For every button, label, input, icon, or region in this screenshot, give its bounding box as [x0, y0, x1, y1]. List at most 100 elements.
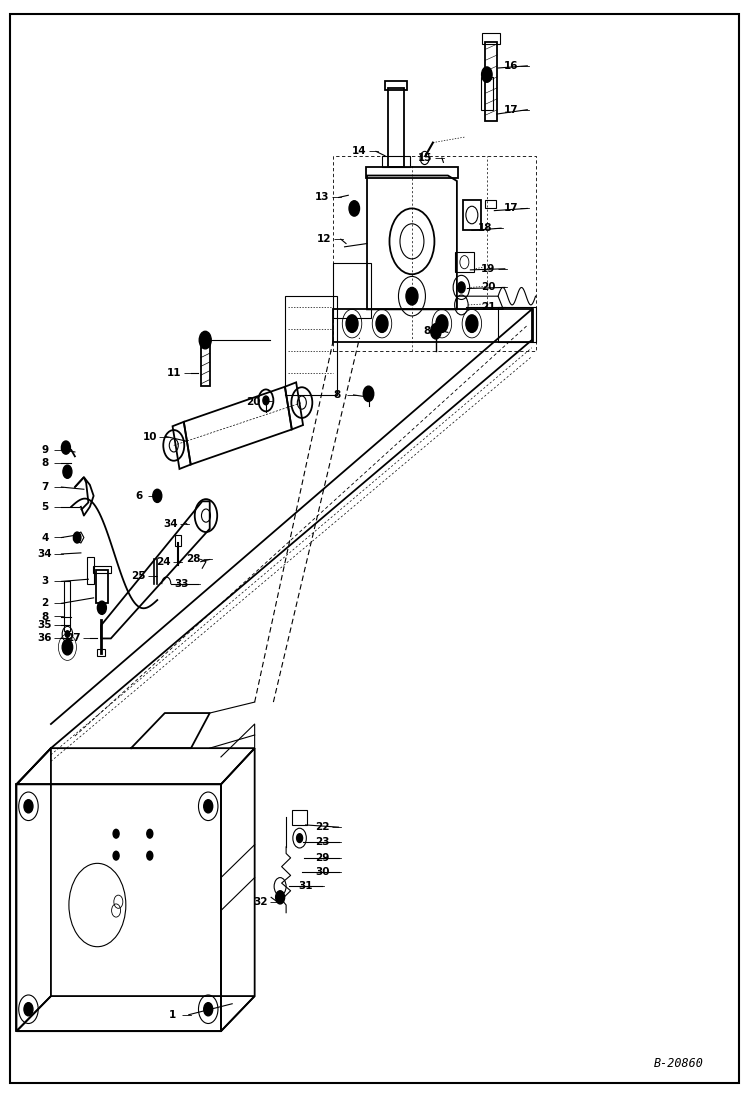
Text: —: —: [434, 152, 445, 163]
Text: —: —: [148, 570, 158, 581]
Text: —: —: [333, 234, 344, 245]
Text: —: —: [190, 578, 201, 589]
Circle shape: [431, 324, 441, 339]
Text: —: —: [159, 431, 169, 442]
Bar: [385, 81, 407, 90]
Bar: [201, 344, 210, 386]
Text: —: —: [148, 490, 158, 501]
Text: —: —: [202, 554, 213, 565]
Text: —: —: [54, 611, 64, 622]
Text: —: —: [181, 1009, 192, 1020]
Text: 29: 29: [315, 852, 330, 863]
Circle shape: [466, 315, 478, 332]
Bar: [93, 566, 111, 573]
Text: 34: 34: [163, 519, 178, 530]
Bar: [482, 33, 500, 44]
Text: —: —: [82, 633, 93, 644]
Circle shape: [406, 287, 418, 305]
Text: —: —: [270, 896, 280, 907]
Bar: [463, 200, 481, 230]
Text: 13: 13: [315, 192, 330, 203]
Text: —: —: [331, 852, 342, 863]
Text: B-20860: B-20860: [654, 1056, 704, 1070]
Circle shape: [458, 282, 465, 293]
Circle shape: [376, 315, 388, 332]
Text: 36: 36: [37, 633, 52, 644]
Text: —: —: [180, 519, 190, 530]
Circle shape: [97, 601, 106, 614]
Text: 18: 18: [477, 223, 492, 234]
Circle shape: [113, 851, 119, 860]
Text: —: —: [346, 389, 357, 400]
Text: —: —: [54, 598, 64, 609]
Text: 21: 21: [481, 302, 496, 313]
Text: —: —: [520, 104, 530, 115]
Text: 1: 1: [169, 1009, 176, 1020]
Text: —: —: [331, 822, 342, 833]
Circle shape: [113, 829, 119, 838]
Text: 25: 25: [131, 570, 146, 581]
Text: 22: 22: [315, 822, 330, 833]
Circle shape: [147, 851, 153, 860]
Text: —: —: [54, 620, 64, 631]
Text: —: —: [54, 532, 64, 543]
Text: 4: 4: [41, 532, 49, 543]
Circle shape: [199, 331, 211, 349]
Circle shape: [63, 465, 72, 478]
Text: 12: 12: [317, 234, 332, 245]
Text: 19: 19: [481, 263, 496, 274]
Text: 20: 20: [246, 396, 261, 407]
Text: —: —: [497, 263, 508, 274]
Text: —: —: [172, 556, 183, 567]
Text: —: —: [262, 396, 273, 407]
Bar: [455, 252, 474, 272]
Text: 23: 23: [315, 837, 330, 848]
Bar: [481, 77, 493, 110]
Circle shape: [363, 386, 374, 402]
Text: 3: 3: [41, 576, 49, 587]
Text: —: —: [331, 837, 342, 848]
Bar: [96, 570, 108, 603]
Text: —: —: [315, 881, 325, 892]
Text: 14: 14: [352, 146, 367, 157]
Circle shape: [276, 891, 285, 904]
Text: 16: 16: [503, 60, 518, 71]
Text: 8: 8: [41, 457, 49, 468]
Text: —: —: [54, 457, 64, 468]
Circle shape: [61, 441, 70, 454]
Text: —: —: [54, 482, 64, 493]
Circle shape: [436, 315, 448, 332]
Circle shape: [263, 396, 269, 405]
Text: —: —: [54, 444, 64, 455]
Text: —: —: [54, 576, 64, 587]
Circle shape: [346, 315, 358, 332]
Text: 27: 27: [66, 633, 81, 644]
Circle shape: [482, 67, 492, 82]
Bar: [292, 810, 307, 825]
Text: —: —: [331, 192, 342, 203]
Text: 7: 7: [41, 482, 49, 493]
Circle shape: [204, 800, 213, 813]
Text: —: —: [369, 146, 379, 157]
Text: 30: 30: [315, 867, 330, 878]
Text: 31: 31: [298, 881, 313, 892]
Bar: [64, 581, 70, 631]
Circle shape: [62, 640, 73, 655]
Circle shape: [297, 834, 303, 842]
Circle shape: [24, 800, 33, 813]
Bar: [382, 156, 410, 167]
Text: 10: 10: [142, 431, 157, 442]
Text: 2: 2: [41, 598, 49, 609]
Bar: [97, 649, 105, 656]
Text: 8: 8: [41, 611, 49, 622]
Circle shape: [65, 631, 70, 637]
Text: 15: 15: [418, 152, 433, 163]
Text: —: —: [184, 367, 194, 378]
Bar: [87, 557, 94, 584]
Text: —: —: [54, 501, 64, 512]
Bar: [485, 42, 497, 121]
Text: —: —: [520, 60, 530, 71]
Text: 34: 34: [37, 548, 52, 559]
Circle shape: [147, 829, 153, 838]
Circle shape: [73, 532, 81, 543]
